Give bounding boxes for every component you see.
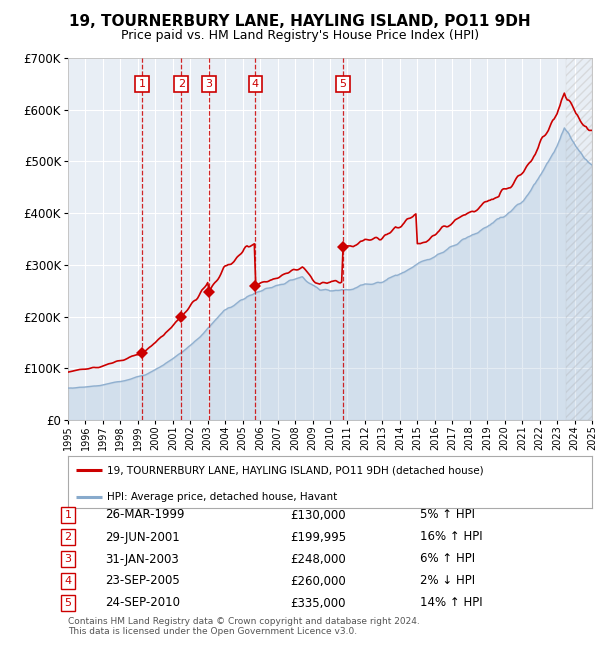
Text: 1: 1: [139, 79, 145, 89]
Text: 14% ↑ HPI: 14% ↑ HPI: [420, 597, 482, 610]
Text: 24-SEP-2010: 24-SEP-2010: [105, 597, 180, 610]
Text: 3: 3: [65, 554, 71, 564]
Text: 4: 4: [252, 79, 259, 89]
Text: 2% ↓ HPI: 2% ↓ HPI: [420, 575, 475, 588]
Text: £130,000: £130,000: [290, 508, 346, 521]
Text: 2: 2: [64, 532, 71, 542]
Text: 19, TOURNERBURY LANE, HAYLING ISLAND, PO11 9DH (detached house): 19, TOURNERBURY LANE, HAYLING ISLAND, PO…: [107, 465, 484, 475]
Text: 3: 3: [206, 79, 212, 89]
Text: Price paid vs. HM Land Registry's House Price Index (HPI): Price paid vs. HM Land Registry's House …: [121, 29, 479, 42]
Text: 31-JAN-2003: 31-JAN-2003: [105, 552, 179, 566]
Text: HPI: Average price, detached house, Havant: HPI: Average price, detached house, Hava…: [107, 491, 338, 502]
Text: 29-JUN-2001: 29-JUN-2001: [105, 530, 180, 543]
Text: 2: 2: [178, 79, 185, 89]
Text: £335,000: £335,000: [290, 597, 346, 610]
Text: 23-SEP-2005: 23-SEP-2005: [105, 575, 180, 588]
Text: 5% ↑ HPI: 5% ↑ HPI: [420, 508, 475, 521]
Text: 16% ↑ HPI: 16% ↑ HPI: [420, 530, 482, 543]
Text: £260,000: £260,000: [290, 575, 346, 588]
Text: 1: 1: [65, 510, 71, 520]
Text: 5: 5: [65, 598, 71, 608]
Text: £199,995: £199,995: [290, 530, 346, 543]
Text: 4: 4: [64, 576, 71, 586]
Text: 5: 5: [339, 79, 346, 89]
Text: Contains HM Land Registry data © Crown copyright and database right 2024.
This d: Contains HM Land Registry data © Crown c…: [68, 617, 420, 636]
Text: £248,000: £248,000: [290, 552, 346, 566]
Text: 26-MAR-1999: 26-MAR-1999: [105, 508, 185, 521]
Text: 6% ↑ HPI: 6% ↑ HPI: [420, 552, 475, 566]
Text: 19, TOURNERBURY LANE, HAYLING ISLAND, PO11 9DH: 19, TOURNERBURY LANE, HAYLING ISLAND, PO…: [69, 14, 531, 29]
